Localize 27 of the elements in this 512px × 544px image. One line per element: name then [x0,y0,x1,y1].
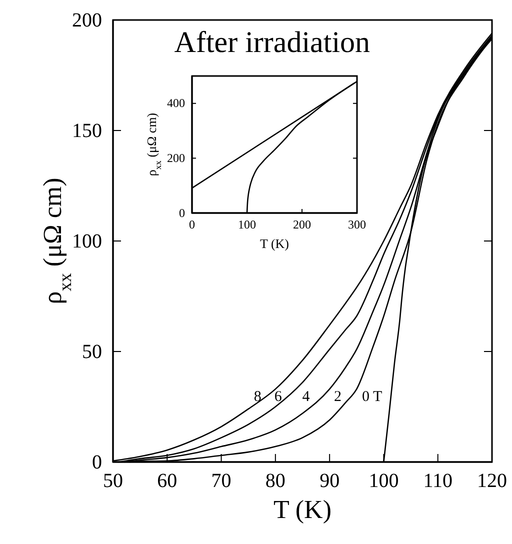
x-tick-label: 80 [265,470,286,492]
y-tick-label: 400 [167,96,185,110]
chart-title: After irradiation [174,26,370,59]
x-tick-label: 200 [293,218,311,232]
x-tick-label: 300 [348,218,366,232]
x-tick-label: 100 [238,218,256,232]
y-tick-label: 50 [82,340,102,363]
x-tick-label: 110 [423,470,452,492]
y-tick-label: 0 [92,451,102,474]
series-label: 4 [302,388,310,405]
x-tick-label: 60 [157,470,178,492]
x-tick-label: 70 [211,470,232,492]
y-tick-label: 0 [179,206,185,220]
x-axis-title: T (K) [273,495,332,524]
x-tick-label: 0 [189,218,195,232]
series-label: 6 [274,388,282,405]
series-label: 2 [334,388,342,405]
x-tick-label: 100 [368,470,399,492]
series-label: 8 [254,388,262,405]
x-axis-title: T (K) [260,236,290,251]
y-tick-label: 200 [72,9,102,32]
x-tick-label: 120 [477,470,507,492]
y-tick-label: 150 [72,120,102,142]
x-tick-label: 50 [103,470,123,492]
y-tick-label: 200 [167,151,185,166]
x-tick-label: 90 [320,470,340,492]
series-label: 0 T [362,388,382,405]
